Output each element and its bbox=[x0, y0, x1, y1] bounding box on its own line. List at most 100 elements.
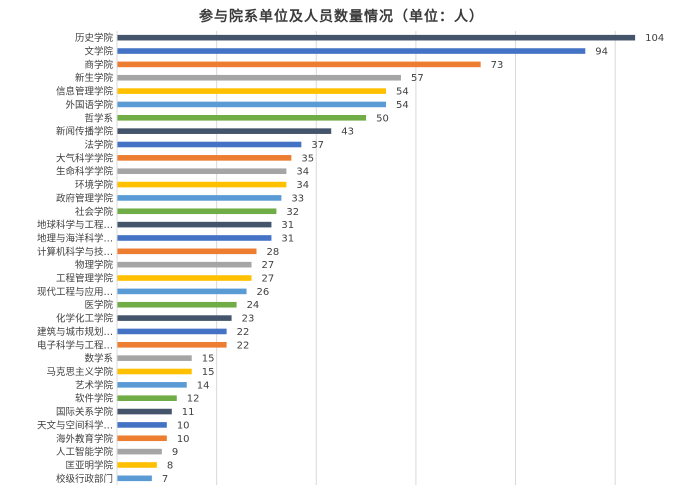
category-label: 医学院 bbox=[84, 299, 113, 311]
data-label: 23 bbox=[242, 314, 255, 325]
category-label: 电子科学与工程… bbox=[37, 339, 113, 351]
chart-title: 参与院系单位及人员数量情况（单位：人） bbox=[199, 9, 484, 25]
data-label: 9 bbox=[172, 447, 178, 458]
bar bbox=[117, 475, 152, 482]
category-label: 哲学系 bbox=[84, 112, 113, 124]
bar bbox=[117, 155, 292, 161]
data-label: 37 bbox=[311, 140, 324, 151]
category-label: 人工智能学院 bbox=[56, 446, 114, 458]
category-label: 匡亚明学院 bbox=[65, 459, 113, 471]
category-label: 新闻传播学院 bbox=[56, 126, 114, 138]
category-label: 新生学院 bbox=[75, 72, 114, 84]
category-label: 大气科学学院 bbox=[56, 152, 114, 164]
bar bbox=[117, 382, 187, 388]
category-label: 数学系 bbox=[84, 353, 113, 365]
category-label: 商学院 bbox=[84, 59, 113, 71]
bar bbox=[117, 462, 157, 468]
data-label: 27 bbox=[262, 260, 275, 271]
data-label: 31 bbox=[281, 220, 294, 231]
category-label: 软件学院 bbox=[75, 393, 114, 405]
bar bbox=[117, 248, 257, 255]
bar bbox=[117, 408, 172, 415]
data-label: 34 bbox=[296, 180, 309, 191]
bar bbox=[117, 315, 232, 321]
bar bbox=[117, 221, 272, 228]
bar bbox=[117, 128, 332, 134]
bar bbox=[117, 168, 287, 175]
data-label: 24 bbox=[247, 300, 260, 311]
category-label: 生命科学学院 bbox=[56, 166, 114, 178]
data-label: 15 bbox=[202, 354, 215, 365]
data-label: 28 bbox=[266, 247, 279, 258]
data-label: 33 bbox=[291, 193, 304, 204]
bar bbox=[117, 422, 167, 428]
category-label: 法学院 bbox=[84, 139, 113, 151]
category-label: 物理学院 bbox=[75, 259, 114, 271]
category-label: 计算机科学与技… bbox=[37, 246, 113, 258]
bar bbox=[117, 435, 167, 442]
data-label: 31 bbox=[281, 233, 294, 244]
bar bbox=[117, 301, 237, 308]
data-label: 22 bbox=[237, 327, 250, 338]
category-label: 政府管理学院 bbox=[56, 192, 114, 204]
bar bbox=[117, 208, 277, 215]
category-label: 天文与空间科学… bbox=[37, 419, 113, 431]
data-label: 8 bbox=[167, 460, 173, 471]
bar bbox=[117, 88, 387, 94]
bar bbox=[117, 141, 302, 148]
bar bbox=[117, 355, 192, 361]
category-label: 历史学院 bbox=[75, 32, 114, 44]
bar bbox=[117, 74, 401, 81]
bar bbox=[117, 48, 586, 54]
data-label: 57 bbox=[411, 73, 424, 84]
bar bbox=[117, 341, 227, 348]
bar bbox=[117, 101, 387, 108]
bar bbox=[117, 395, 177, 402]
bar bbox=[117, 328, 227, 335]
data-label: 54 bbox=[396, 87, 409, 98]
category-label: 国际关系学院 bbox=[56, 406, 114, 418]
category-label: 地球科学与工程… bbox=[37, 219, 113, 231]
data-label: 35 bbox=[301, 153, 314, 164]
data-label: 7 bbox=[162, 474, 168, 485]
bar bbox=[117, 34, 636, 41]
category-label: 工程管理学院 bbox=[56, 273, 114, 285]
category-label: 地理与海洋科学… bbox=[37, 232, 113, 244]
bar bbox=[117, 235, 272, 241]
bar bbox=[117, 368, 192, 375]
category-label: 文学院 bbox=[84, 46, 113, 58]
bar bbox=[117, 114, 367, 121]
data-label: 104 bbox=[645, 33, 664, 44]
data-label: 32 bbox=[286, 207, 299, 218]
data-label: 73 bbox=[491, 60, 504, 71]
category-label: 化学化工学院 bbox=[56, 313, 114, 325]
bar bbox=[117, 261, 252, 268]
data-label: 10 bbox=[177, 434, 190, 445]
data-label: 10 bbox=[177, 420, 190, 431]
category-label: 马克思主义学院 bbox=[46, 366, 113, 378]
bar bbox=[117, 275, 252, 281]
bar bbox=[117, 195, 282, 201]
category-label: 社会学院 bbox=[75, 206, 114, 218]
bar bbox=[117, 181, 287, 188]
data-label: 27 bbox=[262, 274, 275, 285]
data-label: 15 bbox=[202, 367, 215, 378]
data-label: 54 bbox=[396, 100, 409, 111]
category-label: 海外教育学院 bbox=[56, 433, 114, 445]
category-label: 建筑与城市规划… bbox=[37, 326, 113, 338]
data-label: 14 bbox=[197, 380, 210, 391]
data-label: 43 bbox=[341, 127, 354, 138]
data-label: 26 bbox=[257, 287, 270, 298]
data-label: 22 bbox=[237, 340, 250, 351]
category-label: 现代工程与应用… bbox=[37, 286, 113, 298]
data-label: 11 bbox=[182, 407, 195, 418]
data-label: 12 bbox=[187, 394, 200, 405]
bar bbox=[117, 448, 162, 455]
category-label: 信息管理学院 bbox=[56, 86, 114, 98]
data-label: 94 bbox=[595, 47, 608, 58]
category-label: 艺术学院 bbox=[75, 379, 114, 391]
category-label: 校级行政部门 bbox=[56, 473, 113, 485]
category-label: 环境学院 bbox=[75, 179, 114, 191]
